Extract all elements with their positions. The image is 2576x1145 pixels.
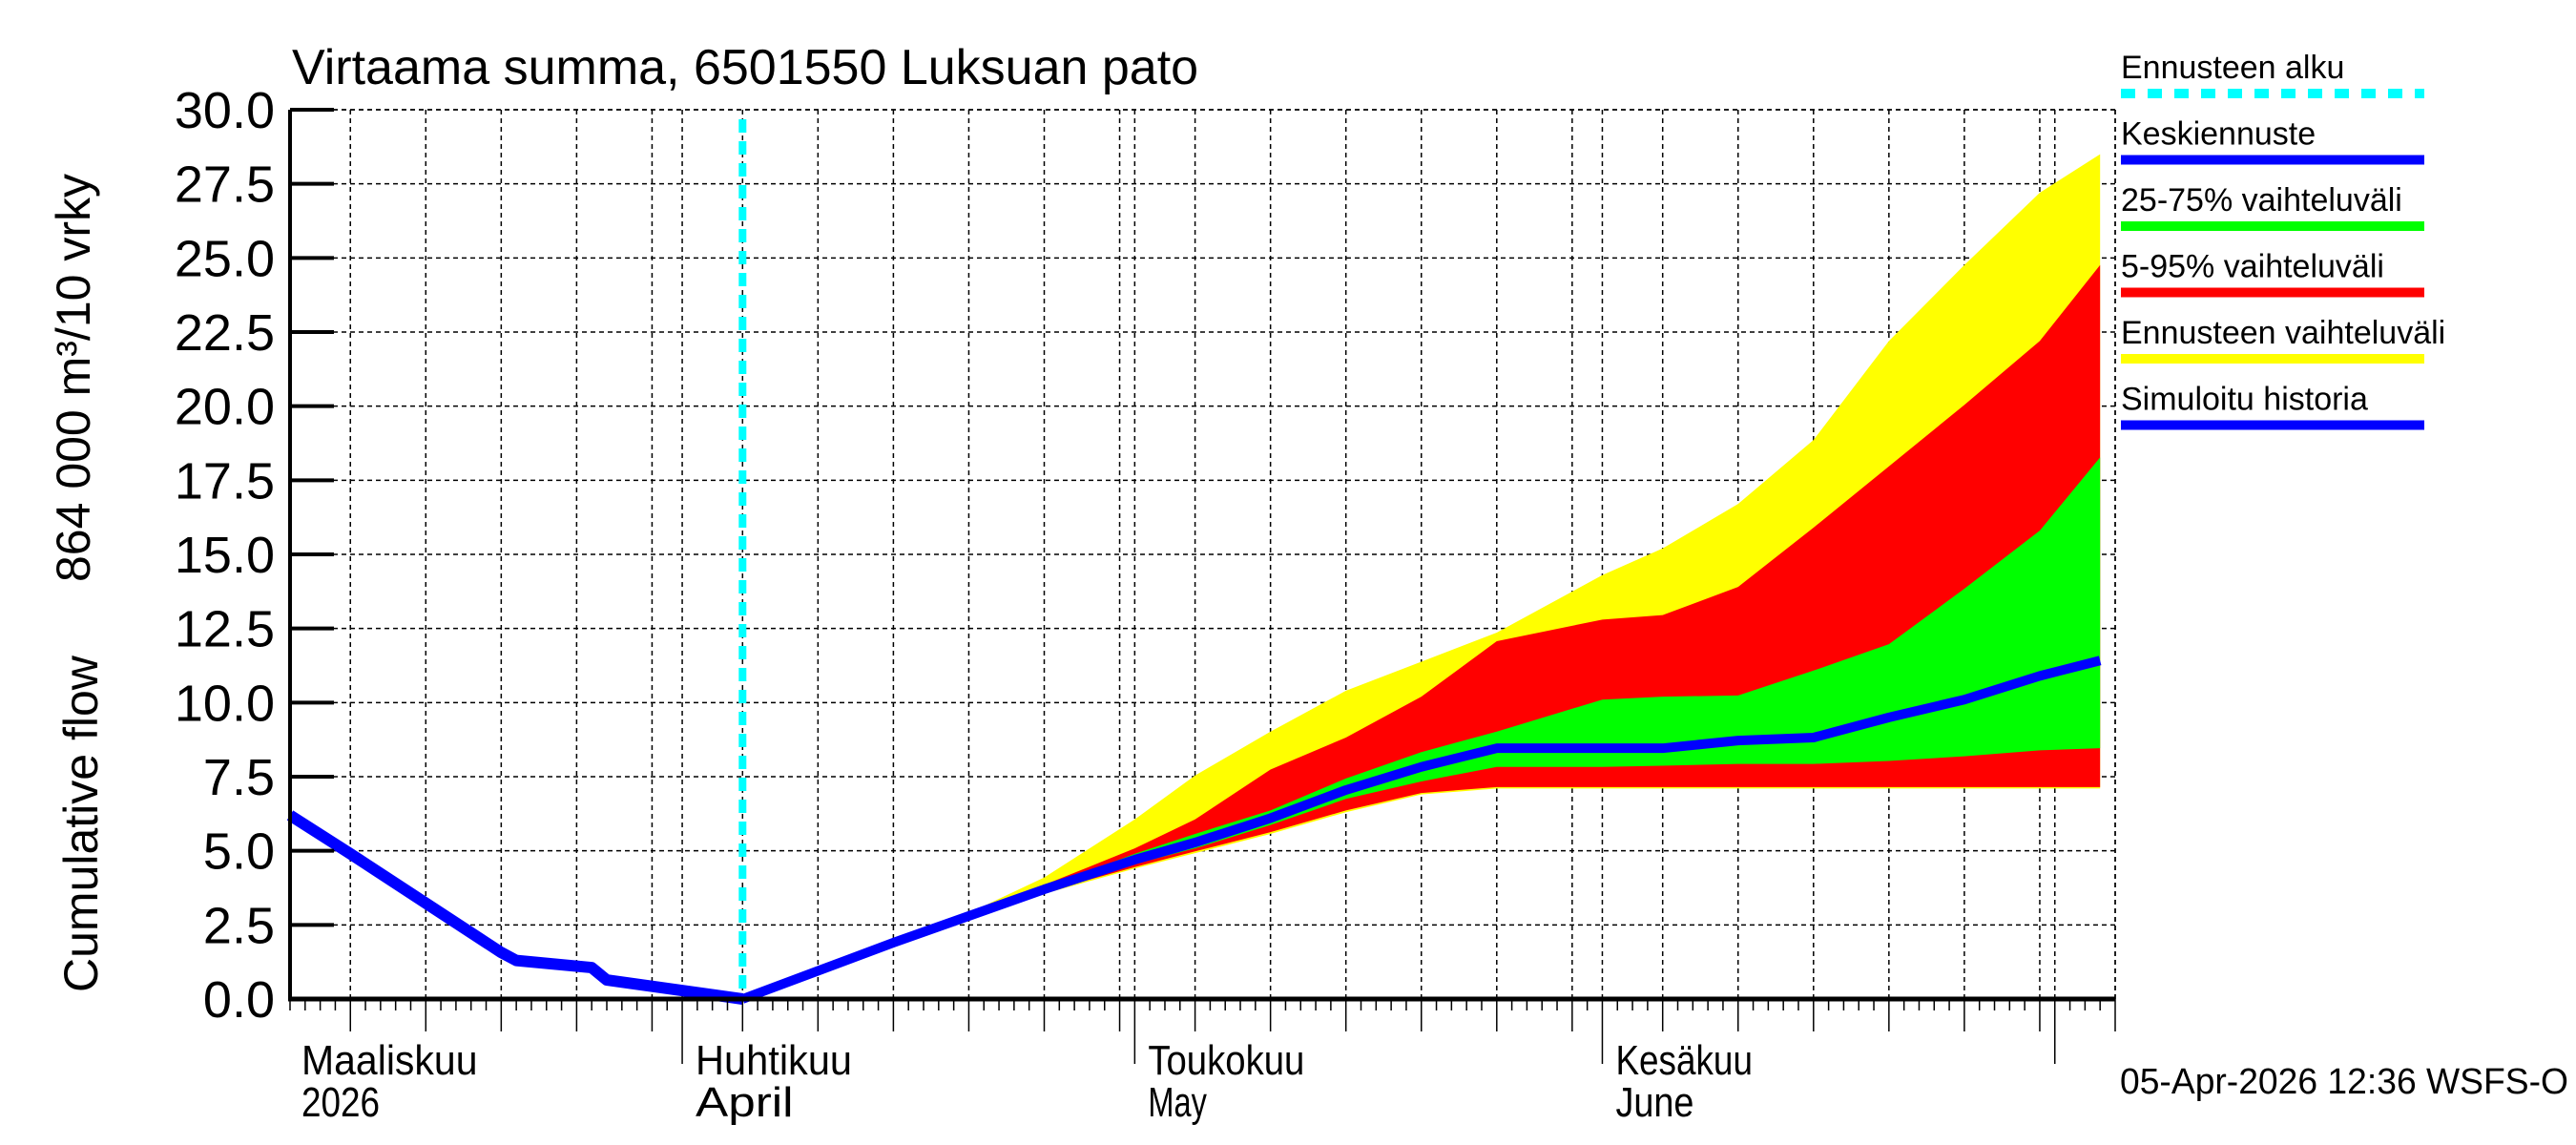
y-tick-label: 20.0 <box>175 379 275 436</box>
median-forecast-line <box>740 656 2102 1004</box>
legend-label: Ennusteen vaihteluväli <box>2121 315 2445 351</box>
y-tick-label: 25.0 <box>175 230 275 287</box>
y-tick-label: 7.5 <box>203 749 275 806</box>
history-line <box>286 810 744 1005</box>
month-label-en: April <box>696 1079 794 1126</box>
band-forecast-range <box>742 154 2101 1000</box>
band-5-95 <box>742 264 2101 1000</box>
y-tick-label: 30.0 <box>175 82 275 139</box>
legend-label: Keskiennuste <box>2121 116 2316 153</box>
legend-label: 25-75% vaihteluväli <box>2121 182 2402 219</box>
y-axis-label: Cumulative flow 864 000 m³/10 vrky <box>47 174 108 992</box>
band-25-75 <box>742 457 2101 999</box>
y-tick-label: 15.0 <box>175 527 275 584</box>
chart-title: Virtaama summa, 6501550 Luksuan pato <box>292 40 1198 95</box>
y-axis-label-part-1: Cumulative flow <box>54 655 108 992</box>
y-tick-label: 12.5 <box>175 601 275 658</box>
series-lines <box>286 119 2102 1005</box>
legend-label: Simuloitu historia <box>2121 382 2368 418</box>
month-label: Toukokuu <box>1148 1037 1304 1084</box>
forecast-bands <box>742 154 2101 1000</box>
y-tick-label: 17.5 <box>175 452 275 510</box>
month-label: Maaliskuu <box>301 1037 478 1084</box>
y-tick-label: 2.5 <box>203 897 275 954</box>
y-tick-label: 22.5 <box>175 304 275 362</box>
timestamp: 05-Apr-2026 12:36 WSFS-O <box>2120 1062 2568 1102</box>
month-label: Huhtikuu <box>696 1037 852 1084</box>
y-tick-label: 10.0 <box>175 675 275 732</box>
month-label-en: May <box>1148 1079 1207 1126</box>
legend: Ennusteen alku Keskiennuste 25-75% vaihtel… <box>2121 50 2445 430</box>
y-tick-label: 0.0 <box>203 971 275 1029</box>
axes: 0.0 2.5 5.0 7.5 10.0 12.5 15.0 17.5 20.0 22.5 25.0… <box>175 82 2116 1126</box>
y-tick-label: 5.0 <box>203 823 275 881</box>
month-label-en: June <box>1615 1079 1693 1126</box>
y-axis-label-part-2: 864 000 m³/10 vrky <box>47 174 100 582</box>
legend-label: Ennusteen alku <box>2121 50 2344 86</box>
month-label-en: 2026 <box>301 1079 380 1126</box>
y-tick-label: 27.5 <box>175 156 275 214</box>
month-label: Kesäkuu <box>1615 1037 1753 1084</box>
legend-label: 5-95% vaihteluväli <box>2121 249 2384 285</box>
